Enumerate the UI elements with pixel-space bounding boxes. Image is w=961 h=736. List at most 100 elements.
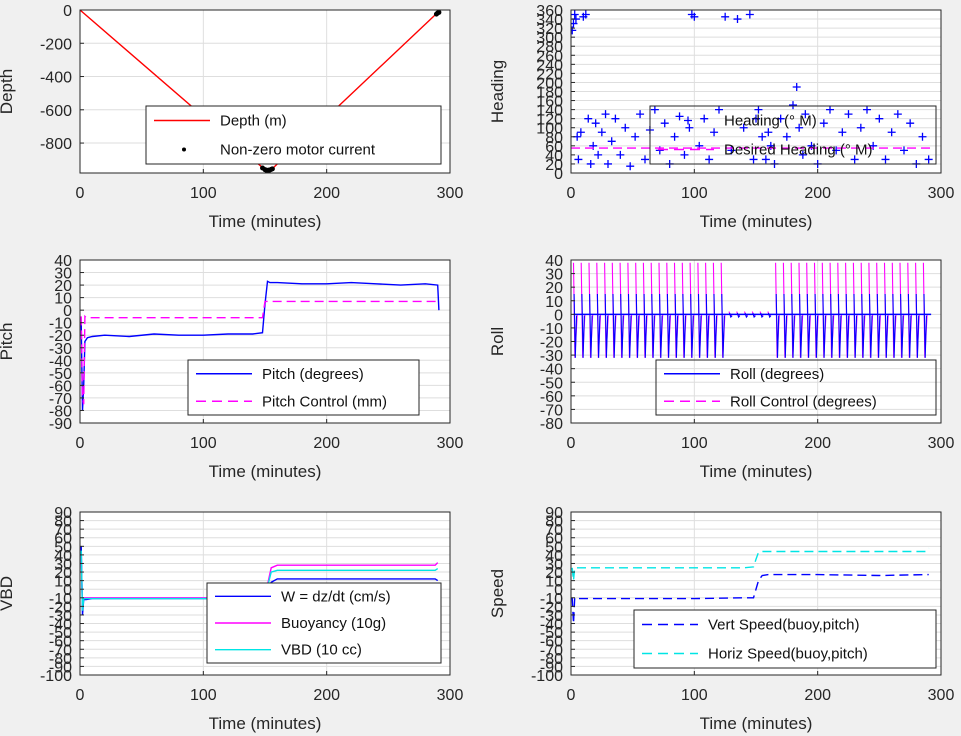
legend-label: Non-zero motor current bbox=[220, 142, 376, 159]
data-point bbox=[715, 105, 723, 114]
legend-box bbox=[655, 359, 937, 416]
x-tick-label: 200 bbox=[313, 435, 340, 452]
axes-frame bbox=[79, 9, 451, 174]
legend: Roll (degrees) Roll Control (degrees) bbox=[655, 359, 937, 416]
data-point bbox=[844, 110, 853, 119]
x-tick-label: 100 bbox=[681, 435, 708, 452]
y-tick-label: -30 bbox=[49, 341, 72, 358]
y-tick-label: -20 bbox=[49, 328, 72, 345]
legend: Vert Speed(buoy,pitch) Horiz Speed(buoy,p… bbox=[633, 609, 937, 669]
y-tick-label: -20 bbox=[49, 599, 72, 616]
y-tick-label: -80 bbox=[49, 651, 72, 668]
data-point bbox=[789, 101, 797, 110]
x-tick-label: 100 bbox=[190, 687, 217, 704]
panel-vbd: 0 100 200 3009080706050403020100-10-20-30-4… bbox=[0, 505, 463, 733]
y-tick-label: 160 bbox=[536, 94, 563, 111]
data-point bbox=[819, 119, 828, 128]
data-point bbox=[581, 10, 590, 19]
data-point bbox=[739, 123, 748, 132]
legend-marker bbox=[684, 116, 692, 125]
y-tick-label: 0 bbox=[63, 303, 72, 320]
y-tick-label: 340 bbox=[536, 12, 563, 29]
x-tick-label: 200 bbox=[313, 185, 340, 202]
y-tick-label: -40 bbox=[540, 617, 563, 634]
data-point bbox=[881, 155, 890, 164]
legend-marker bbox=[182, 147, 186, 152]
data-point bbox=[826, 105, 834, 114]
legend-label: Depth (m) bbox=[220, 113, 287, 130]
y-tick-label: -90 bbox=[49, 659, 72, 676]
y-tick-label: -80 bbox=[49, 403, 72, 420]
legend: W = dz/dt (cm/s) Buoyancy (10g) VBD (10 cc… bbox=[206, 582, 442, 664]
panel-roll: 0 100 200 300403020100-10-20-30-40-50-60-70… bbox=[488, 253, 954, 481]
y-tick-label: 40 bbox=[54, 253, 72, 270]
data-point bbox=[586, 159, 595, 168]
x-tick-label: 300 bbox=[928, 687, 955, 704]
x-tick-label: 100 bbox=[681, 687, 708, 704]
data-point bbox=[594, 150, 603, 159]
data-point bbox=[875, 114, 884, 123]
y-tick-label: -40 bbox=[540, 362, 563, 379]
y-tick-label: -90 bbox=[49, 416, 72, 433]
y-tick-label: 20 bbox=[545, 565, 563, 582]
data-point bbox=[576, 128, 585, 137]
y-tick-label: 40 bbox=[545, 253, 563, 270]
y-tick-label: 80 bbox=[545, 130, 563, 147]
y-tick-label: -50 bbox=[540, 375, 563, 392]
legend-box bbox=[145, 105, 442, 165]
y-tick-label: -30 bbox=[49, 608, 72, 625]
y-tick-label: 140 bbox=[536, 103, 563, 120]
data-point bbox=[792, 82, 801, 91]
data-layer bbox=[572, 262, 932, 358]
x-tick-label: 0 bbox=[76, 687, 85, 704]
y-axis-label: VBD bbox=[0, 576, 16, 611]
x-axis-label: Time (minutes) bbox=[700, 462, 813, 481]
y-axis-label: Pitch bbox=[0, 323, 16, 361]
y-tick-label: 80 bbox=[54, 514, 72, 531]
data-point bbox=[850, 155, 859, 164]
y-tick-label: 320 bbox=[536, 21, 563, 38]
data-point bbox=[832, 146, 841, 155]
data-point bbox=[584, 114, 593, 123]
x-tick-label: 100 bbox=[681, 185, 708, 202]
y-tick-label: 50 bbox=[54, 539, 72, 556]
y-tick-label: 80 bbox=[545, 514, 563, 531]
y-tick-label: 0 bbox=[63, 3, 72, 20]
y-tick-label: -10 bbox=[540, 591, 563, 608]
panel-pitch: 0 100 200 300403020100-10-20-30-40-50-60-70… bbox=[0, 253, 463, 481]
x-tick-label: 300 bbox=[928, 185, 955, 202]
data-point bbox=[604, 159, 612, 168]
axes-frame bbox=[79, 259, 451, 424]
y-tick-label: 220 bbox=[536, 66, 563, 83]
y-tick-label: -100 bbox=[40, 668, 72, 685]
x-axis-label: Time (minutes) bbox=[700, 212, 813, 231]
data-point bbox=[758, 132, 767, 141]
y-tick-label: -800 bbox=[40, 136, 72, 153]
x-tick-label: 300 bbox=[928, 435, 955, 452]
y-tick-label: -50 bbox=[49, 625, 72, 642]
data-point bbox=[621, 123, 630, 132]
y-tick-label: -50 bbox=[540, 625, 563, 642]
y-tick-label: 10 bbox=[545, 574, 563, 591]
data-point bbox=[776, 114, 785, 123]
y-tick-label: 200 bbox=[536, 75, 563, 92]
y-tick-label: -30 bbox=[540, 608, 563, 625]
data-point bbox=[631, 132, 640, 141]
y-tick-label: -10 bbox=[540, 321, 563, 338]
x-tick-label: 300 bbox=[437, 435, 464, 452]
y-tick-label: 60 bbox=[545, 139, 563, 156]
x-tick-label: 0 bbox=[567, 185, 576, 202]
data-layer bbox=[80, 280, 440, 411]
data-point bbox=[690, 12, 699, 21]
y-tick-label: -30 bbox=[540, 348, 563, 365]
y-tick-label: 10 bbox=[545, 294, 563, 311]
data-point bbox=[436, 10, 442, 15]
series-line bbox=[571, 547, 930, 581]
y-tick-label: 20 bbox=[545, 157, 563, 174]
y-tick-label: -80 bbox=[540, 651, 563, 668]
y-tick-label: 240 bbox=[536, 57, 563, 74]
y-tick-label: 300 bbox=[536, 30, 563, 47]
y-tick-label: 180 bbox=[536, 85, 563, 102]
y-tick-label: -40 bbox=[49, 353, 72, 370]
data-point bbox=[607, 137, 616, 146]
